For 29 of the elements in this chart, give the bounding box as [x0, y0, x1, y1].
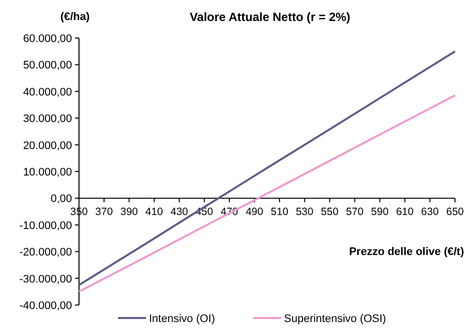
x-tick-label: 410 [145, 206, 164, 218]
x-tick-label: 630 [421, 206, 439, 218]
x-tick-label: 430 [170, 206, 188, 218]
y-tick-label: 40.000,00 [23, 86, 72, 98]
x-tick-label: 570 [346, 206, 364, 218]
x-tick-label: 370 [95, 206, 113, 218]
x-axis-title: Prezzo delle olive (€/t) [349, 246, 464, 258]
x-tick-label: 610 [396, 206, 414, 218]
y-tick-label: 30.000,00 [23, 113, 72, 126]
y-tick-label: 20.000,00 [23, 140, 72, 152]
y-tick-label: 0,00 [50, 193, 72, 206]
y-tick-label: 50.000,00 [23, 60, 72, 72]
y-tick-label: 60.000,00 [23, 33, 72, 45]
x-tick-label: 550 [320, 206, 339, 218]
x-tick-label: 510 [270, 206, 288, 218]
y-tick-label: 10.000,00 [23, 166, 72, 178]
y-axis-title: (€/ha) [60, 11, 90, 23]
x-tick-label: 390 [120, 206, 138, 218]
y-tick-label: -20.000,00 [19, 246, 72, 259]
x-tick-label: 490 [246, 206, 264, 218]
x-tick-label: 590 [371, 206, 389, 218]
y-tick-label: -10.000,00 [19, 220, 72, 232]
legend-label: Intensivo (OI) [149, 313, 216, 325]
legend-label: Superintensivo (OSI) [284, 313, 386, 325]
y-tick-label: -40.000,00 [19, 300, 72, 312]
chart-title: Valore Attuale Netto (r = 2%) [190, 10, 350, 24]
x-tick-label: 650 [446, 206, 464, 218]
y-tick-label: -30.000,00 [19, 273, 72, 286]
x-tick-label: 530 [296, 206, 314, 218]
